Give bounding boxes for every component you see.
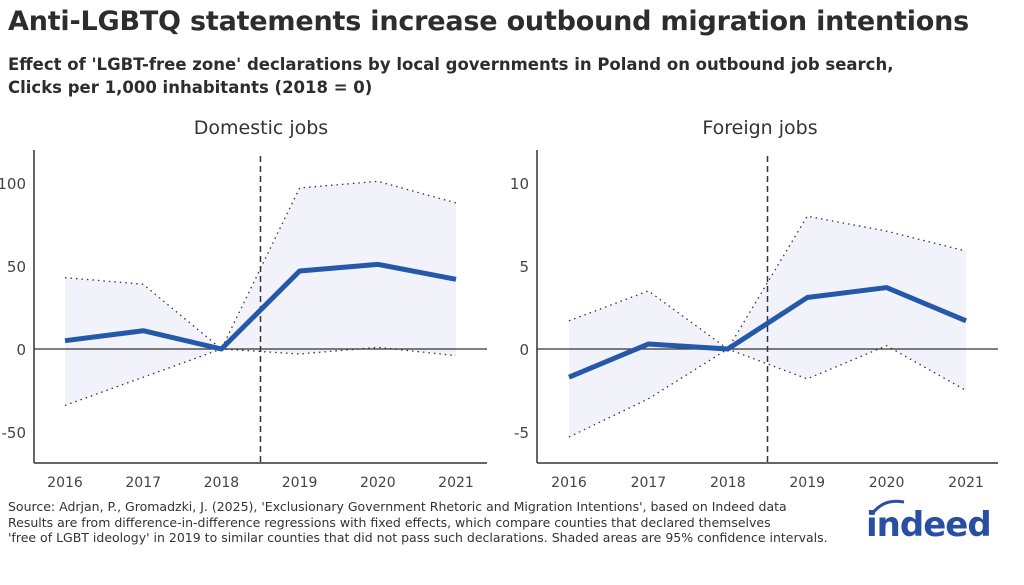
x-tick-label: 2020: [869, 475, 905, 491]
chart-subtitle: Effect of 'LGBT-free zone' declarations …: [8, 53, 1008, 99]
panel-domestic: -50 0 50 100 2016 2017 2018 2019 2020 2021: [0, 150, 487, 491]
estimate-line: [568, 285, 967, 380]
subtitle-line-1: Effect of 'LGBT-free zone' declarations …: [8, 55, 894, 74]
x-tick-label: 2016: [551, 475, 587, 491]
source-note: Source: Adrjan, P., Gromadzki, J. (2025)…: [8, 499, 787, 514]
logo-arc: [870, 499, 905, 515]
logo-text: indeed: [866, 505, 991, 542]
indeed-logo: indeed: [866, 499, 992, 542]
y-tick-label: 0: [519, 341, 529, 359]
panel-title-domestic: Domestic jobs: [193, 117, 329, 139]
y-tick-label: -50: [2, 424, 27, 442]
y-tick-label: 50: [7, 258, 26, 276]
x-tick-label: 2021: [438, 475, 474, 491]
estimate-line: [64, 261, 457, 352]
panel-title-foreign: Foreign jobs: [702, 117, 818, 139]
panel-foreign: -5 0 5 10 2016 2017 2018 2019 2020 2021: [510, 150, 998, 491]
subtitle-line-2: Clicks per 1,000 inhabitants (2018 = 0): [8, 78, 373, 97]
y-tick-label: 5: [519, 258, 529, 276]
x-tick-label: 2018: [710, 475, 746, 491]
chart-title: Anti-LGBTQ statements increase outbound …: [8, 6, 970, 37]
method-note-1: Results are from difference-in-differenc…: [8, 514, 771, 530]
x-tick-label: 2021: [948, 475, 984, 491]
method-note-2: 'free of LGBT ideology' in 2019 to simil…: [8, 530, 828, 545]
x-tick-label: 2017: [125, 475, 161, 491]
x-tick-label: 2020: [360, 475, 396, 491]
y-tick-label: 10: [510, 175, 529, 193]
y-tick-label: 0: [16, 341, 26, 359]
y-tick-label: -5: [514, 424, 529, 442]
x-tick-label: 2016: [47, 475, 83, 491]
x-tick-label: 2019: [282, 475, 318, 491]
footnote: Source: Adrjan, P., Gromadzki, J. (2025)…: [8, 499, 828, 546]
x-tick-label: 2017: [631, 475, 667, 491]
x-tick-label: 2018: [204, 475, 240, 491]
ci-lower-line: [64, 346, 457, 407]
y-tick-label: 100: [0, 175, 26, 193]
ci-upper-line: [64, 180, 457, 351]
x-tick-label: 2019: [789, 475, 825, 491]
